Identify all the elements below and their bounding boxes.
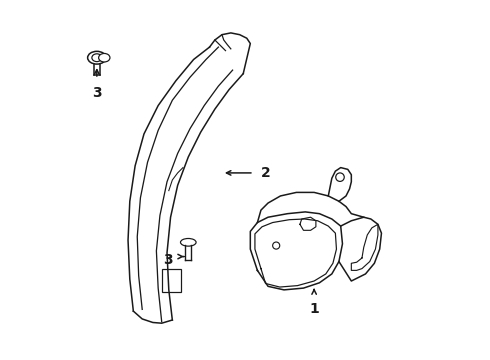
Text: 2: 2 [261,166,270,180]
Ellipse shape [88,51,106,64]
Bar [162,269,181,292]
Text: 3: 3 [163,253,172,267]
Ellipse shape [98,54,110,62]
Text: 1: 1 [309,302,319,316]
Text: 3: 3 [92,86,101,100]
